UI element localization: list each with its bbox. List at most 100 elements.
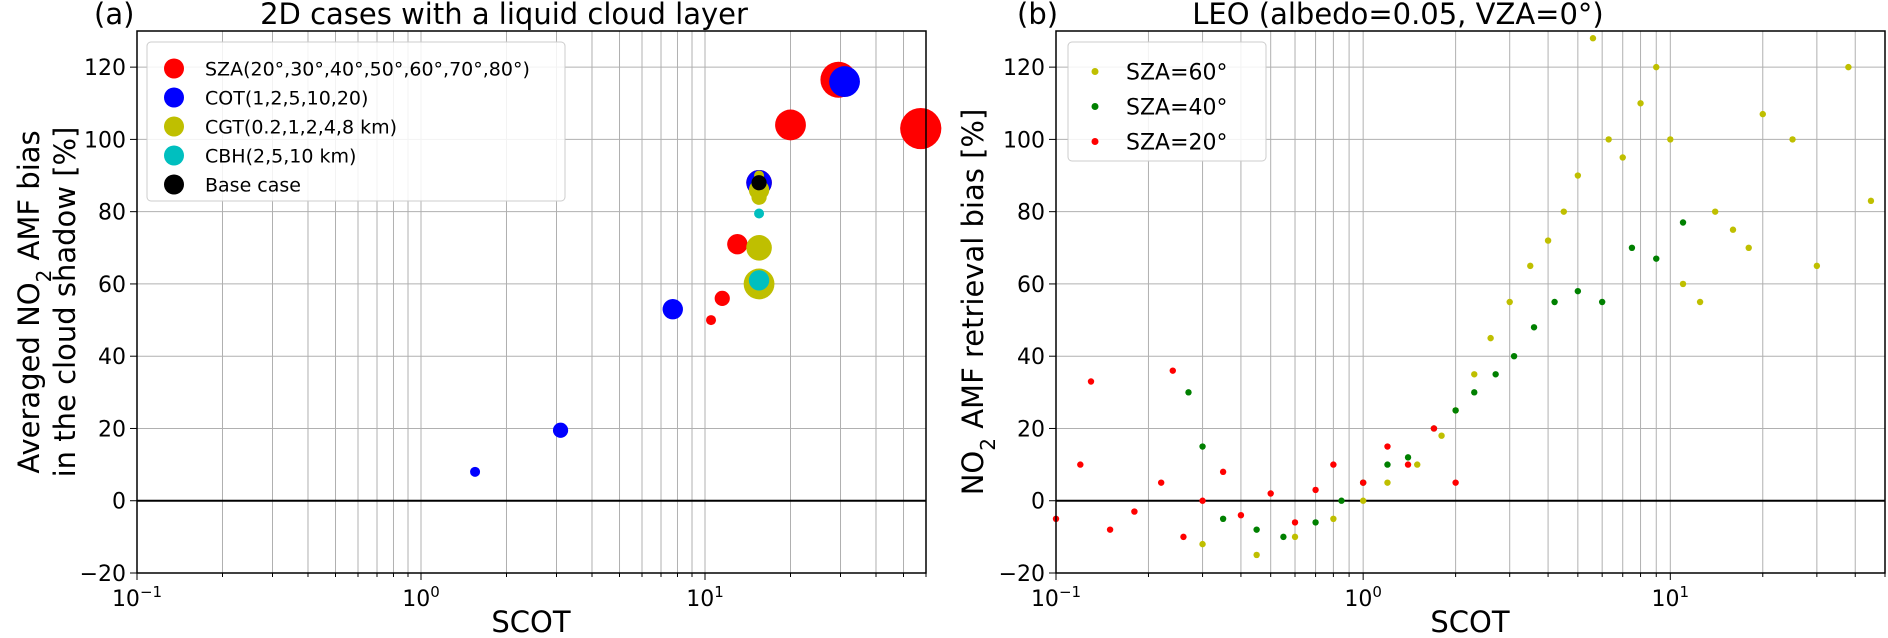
data-point — [1589, 35, 1597, 42]
data-point — [1487, 334, 1494, 342]
x-tick-label: 100 — [1344, 583, 1382, 612]
legend-marker — [164, 174, 184, 195]
y-tick-label: 40 — [1017, 345, 1045, 370]
data-point — [1280, 533, 1287, 541]
data-point — [1291, 533, 1299, 541]
data-point — [1157, 479, 1165, 486]
legend-label: CGT(0.2,1,2,4,8 km) — [205, 116, 397, 138]
legend-box — [1067, 41, 1267, 162]
data-point — [1471, 371, 1478, 378]
legend-marker — [164, 145, 184, 166]
data-point — [1077, 461, 1084, 468]
data-point — [1471, 389, 1478, 396]
y-tick-label: 60 — [1017, 273, 1045, 298]
panel-a-marks — [137, 61, 942, 502]
data-point — [1574, 172, 1582, 179]
data-point — [1598, 298, 1606, 306]
data-point — [1253, 526, 1260, 533]
panel-a-label: (a) — [94, 0, 134, 31]
y-tick-label: 0 — [1031, 490, 1045, 515]
data-point — [714, 290, 730, 306]
panel-b: (b) LEO (albedo=0.05, VZA=0°) −20 0 20 40 60… — [956, 0, 1886, 638]
data-point — [1131, 508, 1138, 515]
data-point — [1330, 515, 1337, 522]
data-point — [1679, 219, 1687, 226]
data-point — [829, 66, 860, 97]
data-point — [1492, 371, 1499, 378]
panel-a-frame — [136, 30, 927, 574]
data-point — [1711, 208, 1719, 215]
panel-b-label: (b) — [1017, 0, 1058, 31]
legend-label: SZA=40° — [1126, 95, 1228, 120]
data-point — [1199, 443, 1206, 450]
data-point — [1506, 298, 1513, 306]
y-tick-label: −20 — [999, 562, 1045, 587]
data-point — [1845, 63, 1852, 71]
data-point — [1330, 461, 1337, 468]
legend-marker — [164, 116, 184, 137]
legend-label: SZA(20°,30°,40°,50°,60°,70°,80°) — [205, 58, 530, 80]
data-point — [1551, 298, 1558, 306]
data-point — [1653, 63, 1660, 71]
legend-marker — [1091, 68, 1099, 75]
data-point — [1452, 407, 1459, 414]
data-point — [706, 315, 717, 326]
data-point — [552, 422, 569, 438]
panel-b-frame — [1055, 30, 1886, 574]
legend-marker — [1091, 103, 1099, 110]
data-point — [1679, 280, 1687, 288]
panel-a-xlabel: SCOT — [491, 605, 570, 638]
data-point — [1729, 226, 1737, 233]
data-point — [1384, 443, 1391, 450]
panel-a-ylabel-line2: in the cloud shadow [%] — [48, 127, 82, 478]
legend-label: Base case — [205, 174, 301, 196]
panel-a-title: 2D cases with a liquid cloud layer — [260, 0, 748, 31]
data-point — [1169, 367, 1176, 374]
legend-label: SZA=20° — [1126, 130, 1228, 155]
data-point — [1619, 154, 1626, 161]
data-point — [1219, 515, 1227, 522]
data-point — [1637, 100, 1644, 107]
data-point — [775, 109, 806, 141]
y-tick-label: 20 — [98, 417, 126, 442]
panel-b-xlabel: SCOT — [1430, 605, 1509, 638]
y-tick-label: 0 — [112, 490, 126, 515]
data-point — [1452, 479, 1459, 486]
legend-label: SZA=60° — [1126, 60, 1228, 85]
data-point — [1180, 533, 1187, 541]
data-point — [900, 107, 942, 150]
data-point — [1789, 136, 1796, 143]
data-point — [748, 270, 770, 291]
legend-marker — [164, 87, 184, 108]
data-point — [1696, 298, 1704, 306]
panel-b-legend: SZA=60° SZA=40° SZA=20° — [1067, 41, 1267, 162]
data-point — [1237, 511, 1245, 519]
data-point — [1867, 197, 1875, 205]
data-point — [1359, 479, 1367, 486]
data-point — [1106, 526, 1114, 533]
y-tick-label: 80 — [98, 201, 126, 226]
data-point — [1199, 540, 1206, 548]
data-point — [1628, 244, 1636, 251]
data-point — [1745, 244, 1752, 251]
data-point — [470, 466, 481, 477]
data-point — [746, 235, 772, 261]
data-point — [1404, 461, 1412, 468]
data-point — [754, 208, 765, 219]
y-tick-label: 40 — [98, 345, 126, 370]
panel-a: (a) 2D cases with a liquid cloud layer −… — [12, 0, 942, 638]
data-point — [1510, 353, 1518, 360]
data-point — [1527, 262, 1534, 270]
panel-b-marks — [1052, 35, 1885, 559]
x-tick-label: 10−1 — [112, 583, 162, 612]
panel-a-ticks: −20 0 20 40 60 80 100 120 10−1 100 101 — [80, 56, 927, 612]
data-point — [1185, 389, 1192, 396]
data-point — [1430, 425, 1438, 432]
data-point — [1574, 287, 1582, 295]
y-tick-label: 60 — [98, 273, 126, 298]
data-point — [1384, 461, 1391, 468]
y-tick-label: 20 — [1017, 417, 1045, 442]
panel-b-ticks: −20 0 20 40 60 80 100 120 10−1 100 101 — [999, 56, 1886, 612]
x-tick-label: 101 — [1652, 583, 1690, 612]
